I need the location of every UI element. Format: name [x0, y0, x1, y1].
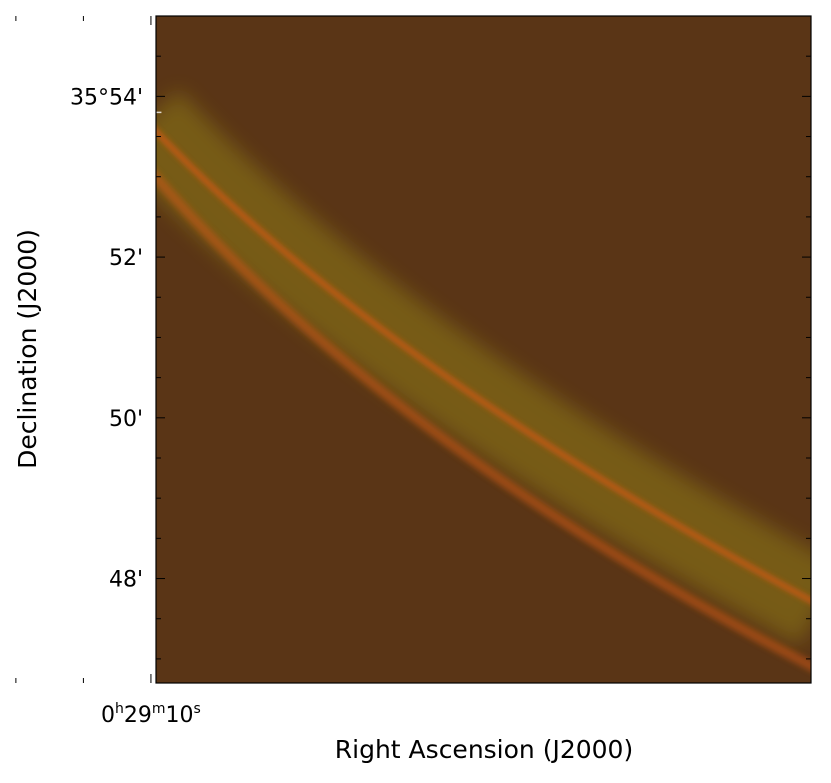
star — [89, 16, 105, 32]
x-tick-label: 0h29m10s — [101, 701, 201, 728]
y-tick-label: 50' — [109, 407, 143, 432]
x-tick-number: 29 — [124, 703, 152, 728]
y-axis: 35°54' 52' 50' 48' — [70, 15, 811, 660]
star-halo — [79, 6, 114, 41]
nebula-arc — [156, 90, 811, 672]
y-tick-label: 48' — [109, 568, 143, 593]
y-tick-label: 35°54' — [70, 85, 143, 110]
x-tick-number: 0 — [101, 703, 115, 728]
plot-area — [44, 6, 811, 683]
x-tick-unit: s — [194, 701, 201, 717]
x-tick-unit: m — [152, 701, 166, 717]
star-halo — [57, 252, 83, 278]
star — [54, 58, 66, 70]
star-halo — [86, 641, 121, 676]
y-tick-label: 52' — [109, 246, 143, 271]
star — [64, 259, 76, 271]
blue-aperture-overlay — [44, 408, 58, 454]
nebula-inner-filament — [156, 169, 811, 672]
x-tick-unit: h — [115, 701, 124, 717]
x-axis-label: Right Ascension (J2000) — [335, 735, 633, 764]
x-tick-number: 10 — [166, 703, 194, 728]
plot-frame — [155, 15, 812, 684]
star — [96, 651, 112, 667]
y-axis-label: Declination (J2000) — [13, 229, 42, 469]
nebula-filament — [156, 127, 811, 604]
x-axis: 0h29m10s00s28m50s40s30s — [15, 16, 201, 728]
star-halo — [47, 51, 73, 77]
